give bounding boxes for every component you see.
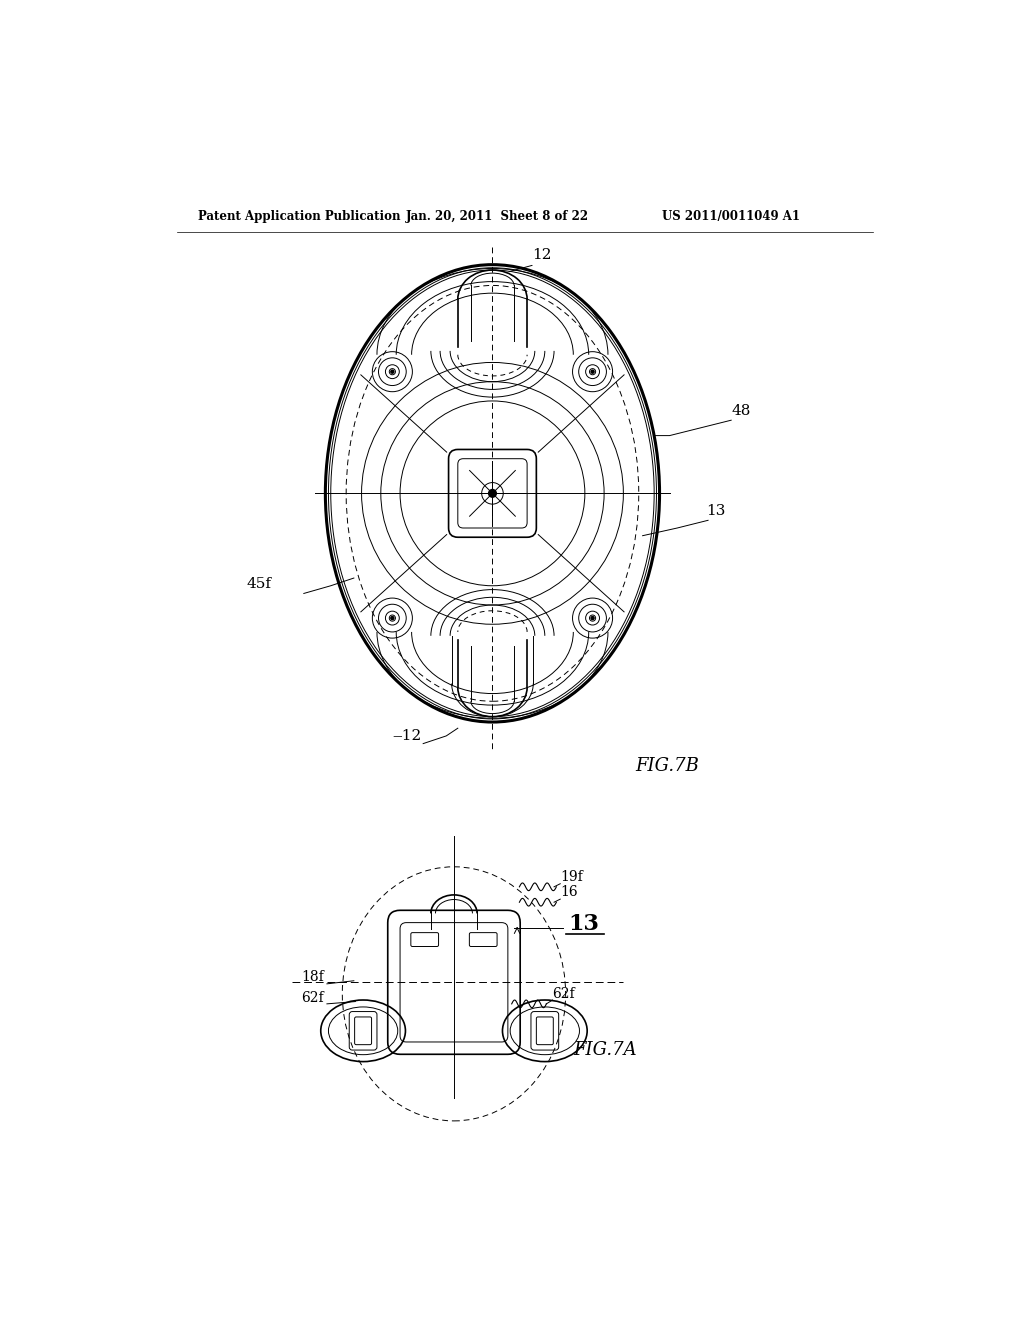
Text: 45f: 45f: [246, 577, 271, 591]
Text: Jan. 20, 2011  Sheet 8 of 22: Jan. 20, 2011 Sheet 8 of 22: [407, 210, 590, 223]
Circle shape: [488, 490, 497, 498]
Circle shape: [591, 370, 594, 374]
Circle shape: [391, 370, 394, 374]
Text: Patent Application Publication: Patent Application Publication: [199, 210, 400, 223]
Text: 12: 12: [532, 248, 552, 261]
Text: 62f: 62f: [301, 990, 325, 1005]
Text: 62f: 62f: [553, 987, 575, 1001]
Text: ‒12: ‒12: [392, 729, 422, 743]
Text: FIG.7B: FIG.7B: [635, 756, 698, 775]
Text: 48: 48: [731, 404, 751, 418]
Text: 16: 16: [560, 886, 578, 899]
Circle shape: [391, 616, 394, 619]
Text: FIG.7A: FIG.7A: [573, 1041, 637, 1060]
Text: 13: 13: [568, 913, 599, 935]
Text: US 2011/0011049 A1: US 2011/0011049 A1: [662, 210, 800, 223]
Text: 13: 13: [707, 504, 726, 517]
Text: 18f: 18f: [301, 970, 325, 983]
Circle shape: [591, 616, 594, 619]
Text: 19f: 19f: [560, 870, 583, 883]
